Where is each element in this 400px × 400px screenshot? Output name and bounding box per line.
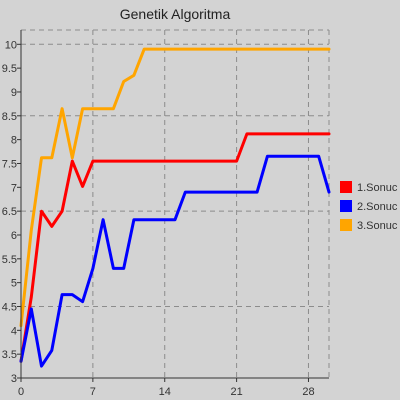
y-tick-label: 4	[11, 325, 17, 337]
legend-label-2: 2.Sonuc	[357, 201, 398, 213]
series-line-3	[19, 47, 331, 328]
y-tick-label: 6	[11, 230, 17, 242]
x-tick-label: 0	[18, 386, 24, 398]
y-tick-label: 5	[11, 278, 17, 290]
legend-swatch-3	[340, 219, 352, 231]
x-tick-label: 7	[90, 386, 96, 398]
plot-area	[21, 30, 329, 378]
plot-background	[21, 30, 329, 378]
legend-swatch-1	[340, 181, 352, 193]
y-tick-label: 9	[11, 87, 17, 99]
y-tick-label: 5.5	[2, 254, 17, 266]
x-tick-label: 28	[302, 386, 314, 398]
y-tick-label: 8.5	[2, 111, 17, 123]
y-tick-label: 9.5	[2, 63, 17, 75]
y-tick-label: 3.5	[2, 349, 17, 361]
series-lines	[19, 47, 331, 368]
legend-label-1: 1.Sonuc	[357, 182, 398, 194]
grid-lines	[20, 29, 330, 378]
legend-swatch-2	[340, 200, 352, 212]
x-tick-label: 21	[230, 386, 242, 398]
y-tick-label: 6.5	[2, 206, 17, 218]
y-tick-label: 10	[5, 39, 17, 51]
y-tick-label: 4.5	[2, 301, 17, 313]
series-line-1	[19, 132, 331, 363]
series-line-2	[19, 154, 331, 368]
legend: 1.Sonuc 2.Sonuc 3.Sonuc	[340, 181, 398, 232]
y-tick-label: 3	[11, 373, 17, 385]
y-tick-label: 8	[11, 135, 17, 147]
y-tick-label: 7	[11, 182, 17, 194]
axes: 3 3.5 4 4.5 5 5.5 6 6.5 7 7.5 8 8.5 9 9.5 10 0 7 14 21 28	[2, 30, 329, 398]
x-tick-label: 14	[159, 386, 171, 398]
chart-title: Genetik Algoritma	[120, 6, 231, 22]
y-tick-label: 7.5	[2, 158, 17, 170]
legend-label-3: 3.Sonuc	[357, 220, 398, 232]
